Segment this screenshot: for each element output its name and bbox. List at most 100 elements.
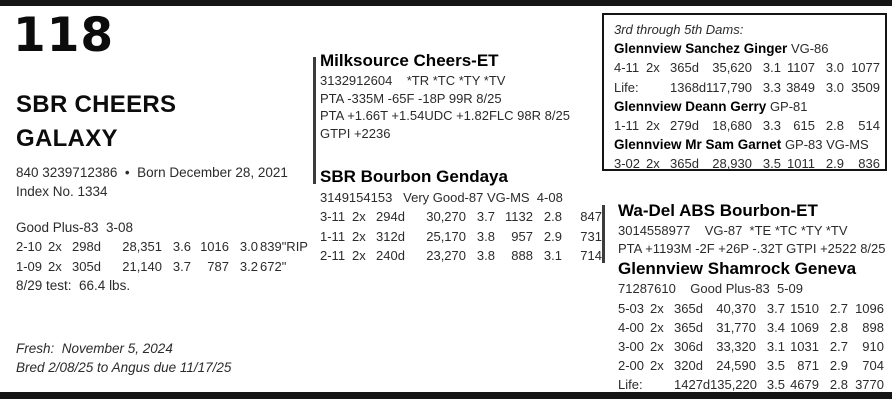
- lactation-cell: 320d: [674, 358, 703, 373]
- lactation-cell: 1132: [505, 209, 533, 225]
- dam4-score: GP-81: [769, 98, 808, 114]
- lactation-cell: 731: [580, 228, 602, 244]
- lactation-cell: 3.8: [476, 247, 495, 263]
- lactation-cell: 1-09: [16, 258, 43, 274]
- lactation-cell: 117,790: [706, 79, 753, 95]
- lactation-row: 1-11 2x 279d 18,680 3.3 615 2.8 514: [614, 116, 885, 135]
- dam3-score: VG-86: [790, 41, 829, 57]
- lactation-cell: 2x: [352, 209, 366, 225]
- lactation-cell: 28,930: [712, 156, 752, 172]
- lactation-row: 2-10 2x 298d 28,351 3.6 1016 3.0 839"RIP: [16, 237, 308, 256]
- lactation-cell: 3.1: [762, 60, 781, 76]
- grandsire-name: Wa-Del ABS Bourbon-ET: [618, 201, 818, 220]
- lactation-cell: 1107: [787, 60, 815, 76]
- dam-reg-line: 3149154153 Very Good-87 VG-MS 4-08: [320, 190, 563, 205]
- lactation-cell: 4-00: [618, 320, 645, 335]
- lactation-cell: 298d: [72, 239, 101, 255]
- dam3-name: Glennview Sanchez Ginger: [614, 41, 788, 57]
- lactation-cell: 2x: [646, 118, 660, 134]
- lactation-cell: 1368d: [670, 79, 707, 95]
- lactation-cell: 2x: [650, 320, 664, 335]
- lactation-cell: 365d: [670, 60, 699, 76]
- lactation-row: 1-11 2x 312d 25,170 3.8 957 2.9 731: [320, 227, 602, 246]
- lactation-cell: 847: [580, 209, 602, 225]
- lactation-row: 2-00 2x 320d 24,590 3.5 871 2.9 704: [618, 356, 886, 375]
- animal-production-block: Good Plus-83 3-08 2-10 2x 298d 28,351 3.6 101…: [16, 218, 308, 295]
- lactation-cell: 2.9: [829, 358, 848, 373]
- lactation-cell: 672": [260, 258, 287, 274]
- lactation-cell: 2x: [650, 358, 664, 373]
- lactation-cell: 2-11: [320, 247, 346, 263]
- pedigree-connector-line: [313, 57, 316, 184]
- granddam-name: Glennview Shamrock Geneva: [618, 259, 857, 278]
- grandsire-pta-line: PTA +1193M -2F +26P -.32T GTPI +2522 8/2…: [618, 241, 886, 256]
- dam4-name-line: Glennview Deann Gerry GP-81: [614, 97, 885, 116]
- lactation-cell: 4679: [790, 377, 819, 392]
- lactation-cell: 3.5: [766, 377, 785, 392]
- lactation-cell: 3.5: [762, 156, 781, 172]
- lactation-cell: 135,220: [710, 377, 757, 392]
- lactation-cell: 898: [862, 320, 884, 335]
- lactation-cell: 888: [511, 247, 533, 263]
- bottom-rule: [0, 392, 892, 399]
- lactation-cell: 25,170: [426, 228, 466, 244]
- lactation-cell: 40,370: [716, 301, 756, 316]
- animal-name: SBR CHEERS GALAXY: [16, 88, 176, 156]
- lactation-cell: 3.2: [239, 258, 258, 274]
- lactation-cell: 3-00: [618, 339, 645, 354]
- lactation-cell: 21,140: [122, 258, 162, 274]
- dam5-score: GP-83 VG-MS: [784, 137, 869, 153]
- lactation-row: Life: 1368d117,790 3.3 3849 3.0 3509: [614, 78, 885, 97]
- lactation-cell: 28,351: [122, 239, 162, 255]
- lactation-cell: 839"RIP: [260, 239, 308, 255]
- grandsire-reg-line: 3014558977 VG-87 *TE *TC *TY *TV: [618, 223, 848, 238]
- lactation-cell: 787: [207, 258, 229, 274]
- lactation-cell: 306d: [674, 339, 703, 354]
- animal-id-line: 840 3239712386 • Born December 28, 2021: [16, 165, 288, 180]
- lactation-cell: 3849: [786, 79, 815, 95]
- lactation-cell: 365d: [670, 156, 699, 172]
- lactation-cell: 2.7: [829, 301, 848, 316]
- lactation-row: 3-02 2x 365d 28,930 3.5 1011 2.9 836: [614, 154, 885, 173]
- lactation-cell: Life:: [618, 377, 643, 392]
- lactation-cell: 3-02: [614, 156, 641, 172]
- lactation-cell: 2.8: [829, 377, 848, 392]
- lactation-cell: 294d: [376, 209, 405, 225]
- lactation-cell: 279d: [670, 118, 699, 134]
- lactation-cell: 3.1: [766, 339, 785, 354]
- lactation-cell: 957: [511, 228, 533, 244]
- bred-line: Bred 2/08/25 to Angus due 11/17/25: [16, 359, 232, 375]
- animal-name-line1: SBR CHEERS: [16, 91, 177, 118]
- lactation-cell: 23,270: [426, 247, 466, 263]
- lactation-cell: 1069: [790, 320, 819, 335]
- lactation-cell: 2.8: [829, 320, 848, 335]
- lactation-cell: 714: [580, 247, 602, 263]
- lactation-cell: 3.7: [476, 209, 495, 225]
- lactation-cell: 5-03: [618, 301, 645, 316]
- granddam-reg-line: 71287610 Good Plus-83 5-09: [618, 281, 804, 296]
- lactation-cell: 312d: [376, 228, 405, 244]
- sire-name: Milksource Cheers-ET: [320, 51, 499, 70]
- index-line: Index No. 1334: [16, 184, 108, 200]
- lactation-cell: 3.8: [476, 228, 495, 244]
- dam4-name: Glennview Deann Gerry: [614, 98, 767, 114]
- lactation-cell: 514: [858, 118, 880, 134]
- lactation-cell: 1-11: [614, 118, 640, 134]
- dam-name: SBR Bourbon Gendaya: [320, 167, 508, 186]
- lactation-cell: 3.1: [543, 247, 562, 263]
- breeding-status-block: Fresh: November 5, 2024 Bred 2/08/25 to …: [16, 340, 231, 377]
- lactation-cell: 1510: [790, 301, 819, 316]
- lactation-cell: 2x: [48, 239, 62, 255]
- lactation-cell: 30,270: [426, 209, 466, 225]
- lactation-cell: 3.0: [825, 79, 844, 95]
- lactation-cell: 2x: [48, 258, 62, 274]
- sire-block: Milksource Cheers-ET 3132912604 *TR *TC …: [320, 50, 570, 142]
- lactation-cell: 2.8: [543, 209, 562, 225]
- lactation-cell: 704: [862, 358, 884, 373]
- lactation-cell: 3-11: [320, 209, 346, 225]
- lactation-row: Life: 1427d135,220 3.5 4679 2.8 3770: [618, 375, 886, 394]
- lactation-row: 3-11 2x 294d 30,270 3.7 1132 2.8 847: [320, 207, 602, 226]
- animal-id-block: 840 3239712386 • Born December 28, 2021 …: [16, 163, 288, 202]
- lactation-cell: 2.9: [825, 156, 844, 172]
